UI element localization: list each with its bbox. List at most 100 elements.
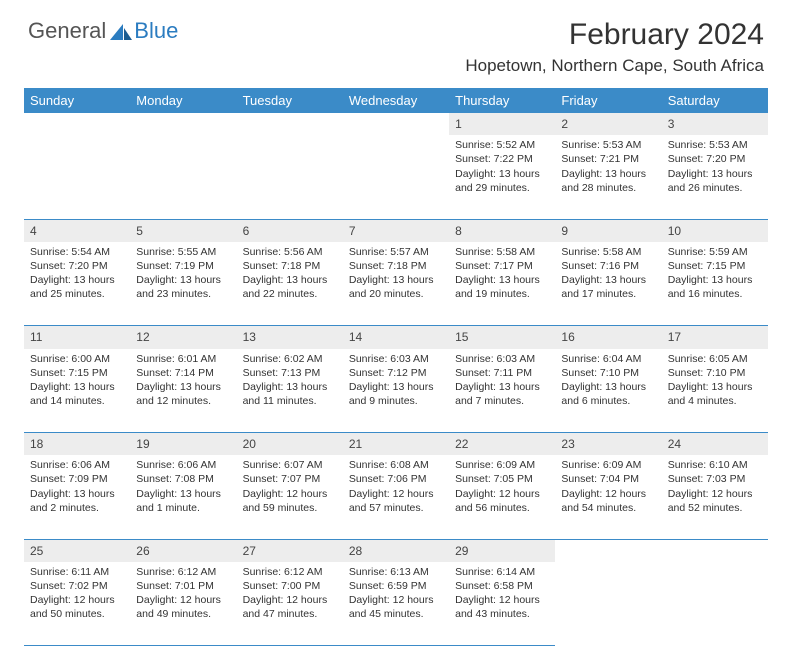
day-number-cell: 23	[555, 433, 661, 456]
day-number-cell: 4	[24, 219, 130, 242]
day-content-cell: Sunrise: 6:12 AMSunset: 7:00 PMDaylight:…	[237, 562, 343, 646]
day-content-cell: Sunrise: 5:54 AMSunset: 7:20 PMDaylight:…	[24, 242, 130, 326]
daylight-text: Daylight: 13 hours and 19 minutes.	[455, 273, 549, 301]
daylight-text: Daylight: 13 hours and 17 minutes.	[561, 273, 655, 301]
daylight-text: Daylight: 12 hours and 52 minutes.	[668, 487, 762, 515]
sunset-text: Sunset: 7:22 PM	[455, 152, 549, 166]
day-number-cell: 8	[449, 219, 555, 242]
calendar-table: Sunday Monday Tuesday Wednesday Thursday…	[24, 88, 768, 646]
day-number-cell: 11	[24, 326, 130, 349]
day-content-row: Sunrise: 5:54 AMSunset: 7:20 PMDaylight:…	[24, 242, 768, 326]
day-content-cell	[555, 562, 661, 646]
day-number-cell	[555, 539, 661, 562]
daylight-text: Daylight: 13 hours and 2 minutes.	[30, 487, 124, 515]
day-number-cell: 10	[662, 219, 768, 242]
daylight-text: Daylight: 13 hours and 23 minutes.	[136, 273, 230, 301]
sunset-text: Sunset: 7:18 PM	[349, 259, 443, 273]
day-content-cell: Sunrise: 6:10 AMSunset: 7:03 PMDaylight:…	[662, 455, 768, 539]
day-content-cell: Sunrise: 5:58 AMSunset: 7:17 PMDaylight:…	[449, 242, 555, 326]
brand-second: Blue	[134, 18, 178, 44]
daylight-text: Daylight: 13 hours and 28 minutes.	[561, 167, 655, 195]
day-content-cell: Sunrise: 6:07 AMSunset: 7:07 PMDaylight:…	[237, 455, 343, 539]
sunset-text: Sunset: 7:05 PM	[455, 472, 549, 486]
day-number-cell: 24	[662, 433, 768, 456]
day-content-cell	[343, 135, 449, 219]
weekday-header-row: Sunday Monday Tuesday Wednesday Thursday…	[24, 88, 768, 113]
daylight-text: Daylight: 13 hours and 1 minute.	[136, 487, 230, 515]
sunset-text: Sunset: 7:15 PM	[30, 366, 124, 380]
sunrise-text: Sunrise: 5:53 AM	[668, 138, 762, 152]
sunrise-text: Sunrise: 6:04 AM	[561, 352, 655, 366]
day-number-cell: 12	[130, 326, 236, 349]
day-content-cell: Sunrise: 5:53 AMSunset: 7:20 PMDaylight:…	[662, 135, 768, 219]
weekday-header: Thursday	[449, 88, 555, 113]
day-content-cell: Sunrise: 6:14 AMSunset: 6:58 PMDaylight:…	[449, 562, 555, 646]
sunset-text: Sunset: 7:01 PM	[136, 579, 230, 593]
sunset-text: Sunset: 7:06 PM	[349, 472, 443, 486]
daylight-text: Daylight: 12 hours and 45 minutes.	[349, 593, 443, 621]
daylight-text: Daylight: 13 hours and 16 minutes.	[668, 273, 762, 301]
daylight-text: Daylight: 13 hours and 14 minutes.	[30, 380, 124, 408]
sunset-text: Sunset: 7:16 PM	[561, 259, 655, 273]
sunrise-text: Sunrise: 6:05 AM	[668, 352, 762, 366]
sunrise-text: Sunrise: 5:52 AM	[455, 138, 549, 152]
sunrise-text: Sunrise: 6:03 AM	[455, 352, 549, 366]
day-content-cell: Sunrise: 6:08 AMSunset: 7:06 PMDaylight:…	[343, 455, 449, 539]
day-content-cell: Sunrise: 6:11 AMSunset: 7:02 PMDaylight:…	[24, 562, 130, 646]
sunrise-text: Sunrise: 6:09 AM	[455, 458, 549, 472]
daylight-text: Daylight: 12 hours and 43 minutes.	[455, 593, 549, 621]
day-number-cell: 2	[555, 113, 661, 135]
day-number-cell: 3	[662, 113, 768, 135]
sunrise-text: Sunrise: 5:58 AM	[455, 245, 549, 259]
day-content-cell	[237, 135, 343, 219]
sunrise-text: Sunrise: 5:54 AM	[30, 245, 124, 259]
day-number-cell	[24, 113, 130, 135]
day-content-cell	[130, 135, 236, 219]
day-content-cell: Sunrise: 6:09 AMSunset: 7:04 PMDaylight:…	[555, 455, 661, 539]
day-content-cell: Sunrise: 6:00 AMSunset: 7:15 PMDaylight:…	[24, 349, 130, 433]
day-content-cell: Sunrise: 6:05 AMSunset: 7:10 PMDaylight:…	[662, 349, 768, 433]
day-number-cell: 19	[130, 433, 236, 456]
daylight-text: Daylight: 12 hours and 49 minutes.	[136, 593, 230, 621]
daylight-text: Daylight: 13 hours and 11 minutes.	[243, 380, 337, 408]
sunrise-text: Sunrise: 5:53 AM	[561, 138, 655, 152]
daylight-text: Daylight: 13 hours and 29 minutes.	[455, 167, 549, 195]
day-number-cell: 7	[343, 219, 449, 242]
daylight-text: Daylight: 13 hours and 25 minutes.	[30, 273, 124, 301]
day-number-cell: 5	[130, 219, 236, 242]
day-number-cell: 29	[449, 539, 555, 562]
sunrise-text: Sunrise: 6:14 AM	[455, 565, 549, 579]
daylight-text: Daylight: 13 hours and 4 minutes.	[668, 380, 762, 408]
day-content-cell: Sunrise: 6:09 AMSunset: 7:05 PMDaylight:…	[449, 455, 555, 539]
day-content-cell: Sunrise: 5:57 AMSunset: 7:18 PMDaylight:…	[343, 242, 449, 326]
day-number-cell: 18	[24, 433, 130, 456]
location-label: Hopetown, Northern Cape, South Africa	[465, 56, 764, 76]
sunrise-text: Sunrise: 6:01 AM	[136, 352, 230, 366]
sunrise-text: Sunrise: 6:12 AM	[136, 565, 230, 579]
day-number-row: 123	[24, 113, 768, 135]
day-content-cell: Sunrise: 6:13 AMSunset: 6:59 PMDaylight:…	[343, 562, 449, 646]
sunset-text: Sunset: 7:07 PM	[243, 472, 337, 486]
sunrise-text: Sunrise: 5:56 AM	[243, 245, 337, 259]
day-number-cell: 21	[343, 433, 449, 456]
day-number-cell	[130, 113, 236, 135]
sunset-text: Sunset: 7:20 PM	[668, 152, 762, 166]
day-content-cell: Sunrise: 5:55 AMSunset: 7:19 PMDaylight:…	[130, 242, 236, 326]
day-content-cell: Sunrise: 5:56 AMSunset: 7:18 PMDaylight:…	[237, 242, 343, 326]
sunrise-text: Sunrise: 6:10 AM	[668, 458, 762, 472]
day-number-cell: 6	[237, 219, 343, 242]
day-number-cell: 26	[130, 539, 236, 562]
day-content-cell: Sunrise: 6:03 AMSunset: 7:12 PMDaylight:…	[343, 349, 449, 433]
day-number-cell: 9	[555, 219, 661, 242]
weekday-header: Wednesday	[343, 88, 449, 113]
sunset-text: Sunset: 7:10 PM	[561, 366, 655, 380]
day-content-cell	[662, 562, 768, 646]
day-content-cell: Sunrise: 5:58 AMSunset: 7:16 PMDaylight:…	[555, 242, 661, 326]
sunrise-text: Sunrise: 6:12 AM	[243, 565, 337, 579]
day-content-row: Sunrise: 6:06 AMSunset: 7:09 PMDaylight:…	[24, 455, 768, 539]
weekday-header: Saturday	[662, 88, 768, 113]
title-block: February 2024 Hopetown, Northern Cape, S…	[465, 18, 764, 76]
sunrise-text: Sunrise: 6:02 AM	[243, 352, 337, 366]
sunset-text: Sunset: 7:02 PM	[30, 579, 124, 593]
sunrise-text: Sunrise: 6:06 AM	[136, 458, 230, 472]
